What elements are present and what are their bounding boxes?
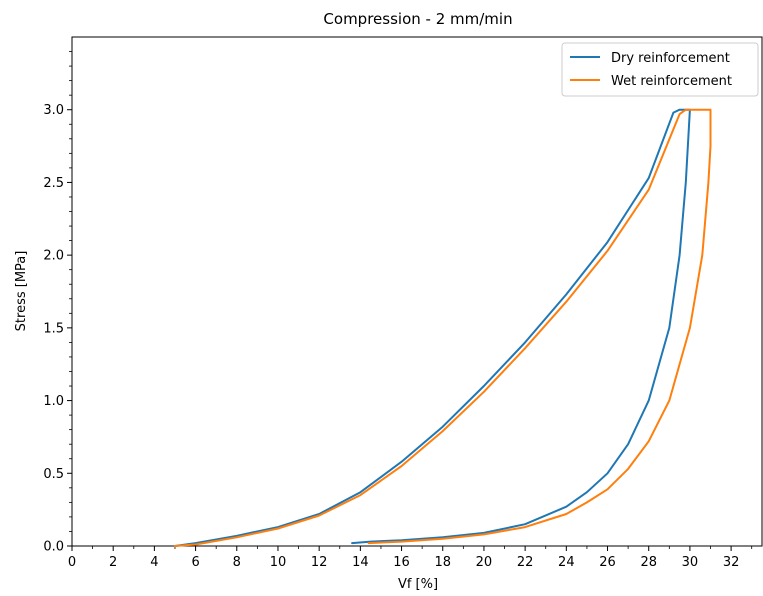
x-tick-label: 16: [393, 555, 410, 570]
y-tick-label: 2.5: [43, 176, 64, 191]
x-tick-label: 2: [109, 555, 117, 570]
legend-label-dry: Dry reinforcement: [611, 51, 730, 66]
x-tick-label: 26: [599, 555, 616, 570]
x-tick-label: 28: [640, 555, 657, 570]
x-tick-label: 22: [517, 555, 534, 570]
x-tick-label: 8: [233, 555, 241, 570]
x-tick-label: 0: [68, 555, 76, 570]
y-tick-label: 0.0: [43, 540, 64, 555]
legend: Dry reinforcement Wet reinforcement: [561, 42, 759, 97]
x-tick-label: 30: [682, 555, 699, 570]
x-tick-label: 4: [150, 555, 158, 570]
y-tick-label: 2.0: [43, 249, 64, 264]
x-axis-label: Vf [%]: [398, 577, 438, 592]
series-line-dry: [174, 108, 691, 547]
x-tick-label: 10: [270, 555, 287, 570]
x-tick-label: 14: [352, 555, 369, 570]
x-tick-label: 12: [311, 555, 328, 570]
x-axis: 0 2 4 6 8 10 12 14 16 18 20 22 24 26 28 30 32: [68, 546, 753, 570]
y-tick-label: 3.0: [43, 103, 64, 118]
x-tick-label: 32: [723, 555, 740, 570]
x-tick-label: 20: [476, 555, 493, 570]
series-lines: [174, 108, 712, 547]
plot-area: [71, 36, 763, 547]
x-tick-label: 24: [558, 555, 575, 570]
chart-title: Compression - 2 mm/min: [323, 10, 512, 28]
legend-label-wet: Wet reinforcement: [611, 74, 732, 89]
y-axis: 0.0 0.5 1.0 1.5 2.0 2.5 3.0: [43, 51, 72, 555]
y-tick-label: 1.0: [43, 394, 64, 409]
y-tick-label: 1.5: [43, 321, 64, 336]
x-tick-label: 6: [191, 555, 199, 570]
x-tick-label: 18: [434, 555, 451, 570]
series-line-wet: [174, 108, 712, 547]
y-tick-label: 0.5: [43, 467, 64, 482]
y-axis-label: Stress [MPa]: [14, 251, 29, 332]
legend-box: [561, 42, 759, 97]
